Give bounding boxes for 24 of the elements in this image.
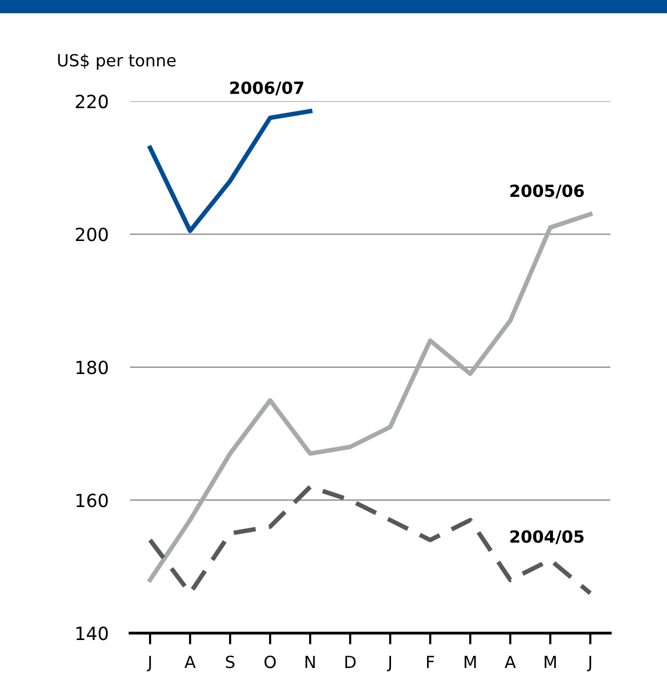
line-series <box>148 108 312 234</box>
y-tick-label: 140 <box>76 626 108 640</box>
x-tick-label: A <box>504 656 516 668</box>
x-tick-label: M <box>464 656 476 668</box>
y-tick-label: 200 <box>76 228 108 242</box>
series-label: 2004/05 <box>510 530 584 544</box>
x-tick-label: F <box>427 656 434 668</box>
line-series <box>148 484 593 596</box>
x-tick-label: D <box>345 656 356 668</box>
x-tick-label: J <box>386 656 392 672</box>
x-tick-label: J <box>586 656 592 672</box>
y-axis-title: US$ per tonne <box>58 54 176 70</box>
x-tick-label: O <box>264 656 276 668</box>
series-label: 2005/06 <box>510 184 584 198</box>
x-tick-label: M <box>544 656 556 668</box>
line-series <box>148 212 593 582</box>
y-tick-label: 160 <box>76 494 108 508</box>
y-tick-label: 180 <box>76 360 108 374</box>
x-tick-label: A <box>184 656 196 668</box>
series-label: 2006/07 <box>230 81 304 96</box>
y-tick-label: 220 <box>76 94 108 108</box>
x-tick-label: S <box>226 656 234 668</box>
x-tick-label: N <box>306 656 315 668</box>
x-tick-label: J <box>146 656 151 672</box>
